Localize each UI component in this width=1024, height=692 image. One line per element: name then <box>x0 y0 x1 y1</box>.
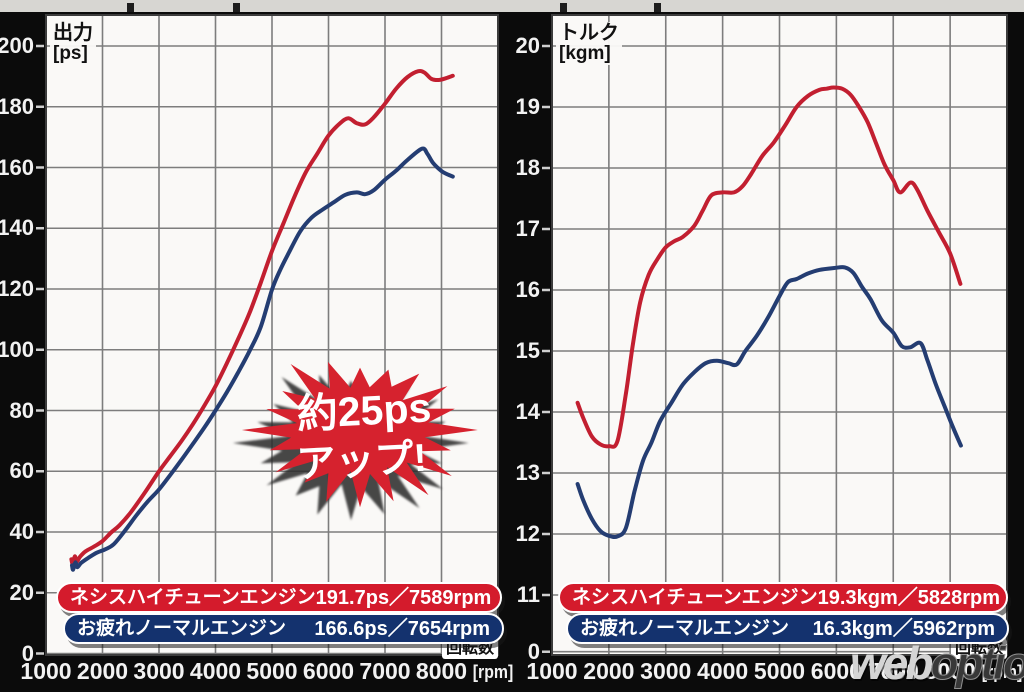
y-axis-tick-label: 15 <box>515 338 540 363</box>
y-axis-tick-label: 16 <box>515 277 540 302</box>
y-axis-tick-label: 0 <box>21 640 34 666</box>
y-axis-tick-label: 17 <box>515 216 540 241</box>
starburst-shape <box>241 361 478 508</box>
x-axis-tick-label: 6000 <box>810 658 862 684</box>
legend-series-name: ネシスハイチューンエンジン <box>572 587 818 608</box>
cropped-text-fragment <box>233 3 240 12</box>
cropped-text-fragment <box>560 3 567 12</box>
legend-series-result: 16.3kgm／5962rpm <box>812 617 995 640</box>
tuned-engine-curve <box>69 68 455 566</box>
x-axis-tick-label: 1000 <box>526 658 578 684</box>
y-axis-tick-label: 19 <box>515 94 540 119</box>
x-axis-tick-label: 4000 <box>189 658 242 684</box>
callout-text-line2: アップ! <box>296 437 428 487</box>
legend-pill-tuned: ネシスハイチューンエンジン 191.7ps／7589rpm <box>56 582 502 613</box>
chart-title: トルク [kgm] <box>556 22 622 65</box>
x-axis-unit-label: [rpm] <box>472 662 514 682</box>
y-axis-tick-label: 20 <box>9 579 34 605</box>
x-axis-tick-label: 7000 <box>867 658 919 684</box>
x-axis-tick-label: 3000 <box>640 658 692 684</box>
plot-border <box>551 14 1008 656</box>
x-axis-tick-label: 4000 <box>697 658 749 684</box>
chart-title-unit: [ps] <box>53 43 88 64</box>
x-axis-tick-label: 1000 <box>20 658 72 684</box>
x-axis-tick-label: 8000 <box>924 658 976 684</box>
watermark-web: web <box>850 637 933 689</box>
x-axis-title: 回転数 <box>951 639 1008 660</box>
chart-title-text: トルク <box>559 22 619 44</box>
x-axis-tick-label: 6000 <box>302 658 355 684</box>
y-axis-tick-label: 0 <box>527 638 540 664</box>
cropped-text-fragment <box>654 3 661 12</box>
y-axis-tick-label: 12 <box>515 521 540 546</box>
plot-border <box>45 14 499 656</box>
x-axis-tick-label: 7000 <box>359 658 411 684</box>
x-axis-title: 回転数 <box>442 639 499 660</box>
y-axis-tick-label: 180 <box>0 93 34 119</box>
y-axis-tick-label: 14 <box>515 399 540 424</box>
x-axis-tick-label: 8000 <box>415 658 468 684</box>
y-axis-tick-label: 120 <box>0 276 34 301</box>
x-axis-tick-label: 5000 <box>246 658 298 684</box>
legend-pill-normal: お疲れノーマルエンジン 166.6ps／7654rpm <box>63 613 504 644</box>
chart-title-text: 出力 <box>53 22 93 44</box>
y-axis-tick-label: 100 <box>0 336 34 362</box>
x-axis-tick-label: 2000 <box>76 658 129 684</box>
callout-text-line1: 約25ps <box>296 384 433 437</box>
y-axis-tick-label: 200 <box>0 33 34 58</box>
tuned-engine-curve <box>575 85 963 449</box>
y-axis-tick-label: 60 <box>9 458 34 484</box>
watermark-option: option <box>930 637 1024 689</box>
y-axis-tick-label: 13 <box>515 460 540 485</box>
y-axis-tick-label: 11 <box>516 582 540 607</box>
y-axis-tick-label: 80 <box>9 397 34 423</box>
x-axis-tick-label: 3000 <box>133 658 185 684</box>
cropped-text-fragment <box>127 3 134 12</box>
cropped-top-strip <box>0 0 1024 12</box>
watermark: weboption <box>850 637 1024 689</box>
legend-series-name: ネシスハイチューンエンジン <box>70 587 316 608</box>
x-axis-unit-label: [rpm] <box>981 662 1023 682</box>
chart-title: 出力 [ps] <box>50 22 96 65</box>
y-axis-tick-label: 20 <box>515 33 540 58</box>
plot-area <box>46 15 498 655</box>
legend-series-result: 19.3kgm／5828rpm <box>817 586 1000 609</box>
plot-area <box>552 15 1007 655</box>
legend-series-name: お疲れノーマルエンジン <box>77 618 287 639</box>
y-axis-tick-label: 40 <box>9 519 34 544</box>
legend-pill-tuned: ネシスハイチューンエンジン 19.3kgm／5828rpm <box>558 582 1008 613</box>
y-axis-tick-label: 18 <box>515 155 540 180</box>
normal-engine-curve <box>575 265 963 540</box>
y-axis-tick-label: 160 <box>0 154 34 180</box>
legend-pill-normal: お疲れノーマルエンジン 16.3kgm／5962rpm <box>566 613 1009 644</box>
legend-series-result: 166.6ps／7654rpm <box>314 617 490 640</box>
x-axis-tick-label: 2000 <box>583 658 635 684</box>
chart-title-unit: [kgm] <box>559 43 611 64</box>
legend-series-result: 191.7ps／7589rpm <box>315 586 492 609</box>
legend-series-name: お疲れノーマルエンジン <box>580 618 790 639</box>
y-axis-tick-label: 140 <box>0 215 34 241</box>
normal-engine-curve <box>70 146 455 572</box>
x-axis-tick-label: 5000 <box>753 658 806 684</box>
